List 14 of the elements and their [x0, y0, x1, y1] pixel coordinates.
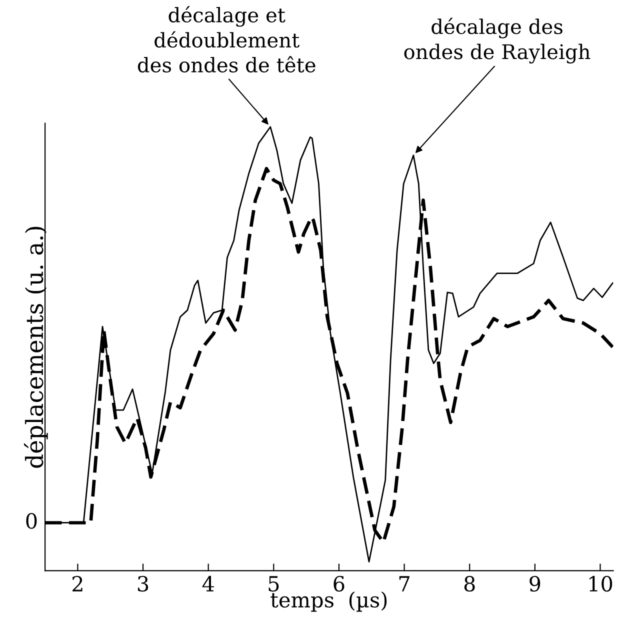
x-tick-label: 8: [464, 576, 475, 592]
x-tick-label: 6: [334, 576, 344, 592]
x-tick-label: 4: [202, 576, 214, 592]
x-tick-label: 2: [72, 576, 82, 592]
x-tick-label: 10: [590, 576, 612, 592]
x-axis-title: temps (µs): [270, 592, 387, 612]
x-tick-label: 7: [399, 576, 410, 592]
x-tick-label: 9: [530, 576, 540, 592]
y-axis-title: déplacements (u. a.): [24, 226, 48, 468]
annotation: décalage des ondes de Rayleigh: [404, 18, 590, 64]
text: 0: [26, 513, 37, 529]
x-tick-label: 3: [138, 576, 148, 592]
x-tick-label: 5: [268, 576, 279, 592]
annotation: décalage et dédoublement des ondes de tête: [138, 6, 316, 73]
